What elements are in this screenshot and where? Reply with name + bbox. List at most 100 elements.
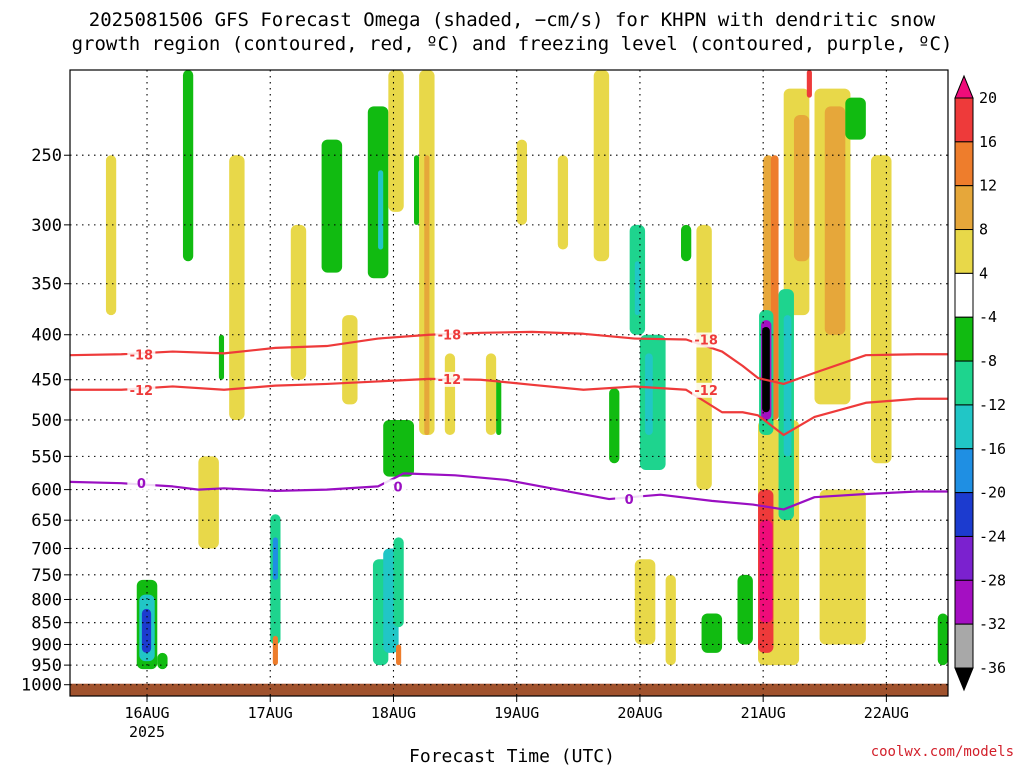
omega-cell bbox=[396, 644, 402, 666]
omega-cell bbox=[701, 613, 723, 653]
contour-line bbox=[70, 330, 948, 386]
colorbar-band bbox=[954, 360, 974, 406]
colorbar-label: -36 bbox=[979, 659, 1006, 677]
contour-label-bg bbox=[127, 382, 156, 398]
y-tick-label: 950 bbox=[31, 656, 62, 676]
y-tick-label: 700 bbox=[31, 539, 62, 559]
colorbar-band bbox=[954, 448, 974, 494]
contour-label: -12 bbox=[438, 373, 462, 388]
contour-label-bg bbox=[692, 332, 721, 348]
colorbar-label: -12 bbox=[979, 396, 1006, 414]
colorbar-label: 12 bbox=[979, 177, 997, 195]
watermark: coolwx.com/models bbox=[870, 744, 1014, 760]
omega-cell bbox=[824, 106, 846, 335]
contour-label-bg bbox=[435, 327, 464, 343]
omega-cell bbox=[557, 155, 569, 250]
omega-cell bbox=[634, 261, 640, 316]
omega-cell bbox=[321, 139, 343, 273]
colorbar-label: 4 bbox=[979, 264, 988, 282]
y-tick-label: 350 bbox=[31, 275, 62, 295]
omega-cell bbox=[783, 315, 792, 457]
contour-label-bg bbox=[127, 476, 156, 492]
omega-cell bbox=[516, 139, 527, 225]
x-tick-label: 18AUG bbox=[371, 704, 416, 722]
colorbar-label: -28 bbox=[979, 571, 1006, 589]
contour-label: -18 bbox=[694, 333, 718, 348]
y-tick-label: 650 bbox=[31, 511, 62, 531]
omega-cell bbox=[819, 489, 866, 645]
colorbar-band bbox=[954, 97, 974, 143]
omega-cell bbox=[485, 353, 497, 435]
omega-cell bbox=[218, 334, 225, 380]
omega-cell bbox=[424, 155, 430, 435]
contour-label-bg bbox=[435, 371, 464, 387]
colorbar-band bbox=[954, 141, 974, 187]
omega-cell bbox=[645, 353, 653, 435]
colorbar-band bbox=[954, 492, 974, 537]
y-tick-label: 250 bbox=[31, 146, 62, 166]
y-tick-label: 750 bbox=[31, 566, 62, 586]
contour-label: 0 bbox=[137, 477, 146, 492]
omega-cell bbox=[272, 537, 278, 580]
omega-cell bbox=[198, 456, 219, 549]
contour-label: 0 bbox=[394, 480, 403, 495]
ground-surface bbox=[70, 683, 948, 696]
contour-label: 0 bbox=[625, 493, 634, 508]
colorbar-label: -20 bbox=[979, 484, 1006, 502]
omega-cell bbox=[737, 574, 753, 645]
plot-frame bbox=[69, 69, 949, 697]
omega-cell bbox=[681, 224, 692, 262]
y-tick-label: 500 bbox=[31, 411, 62, 431]
x-tick-year: 2025 bbox=[129, 723, 165, 741]
omega-cell bbox=[290, 224, 307, 380]
omega-cell bbox=[414, 155, 420, 225]
omega-cell bbox=[496, 379, 502, 435]
x-tick-label: 16AUG bbox=[124, 704, 169, 722]
omega-cell bbox=[593, 70, 610, 262]
omega-cell bbox=[105, 155, 117, 316]
omega-cell bbox=[845, 97, 866, 140]
colorbar-label: -4 bbox=[979, 308, 997, 326]
colorbar: 20 16 12 8 4 -4 -8 -12 -16 -20 -24 -28 -32 -36 bbox=[954, 74, 1006, 692]
contour-label: -12 bbox=[694, 384, 718, 399]
contour-label-bg bbox=[384, 479, 413, 495]
omega-cell bbox=[272, 635, 278, 666]
omega-cell bbox=[937, 613, 948, 666]
omega-cell bbox=[870, 155, 892, 464]
colorbar-label: -16 bbox=[979, 440, 1006, 458]
colorbar-band bbox=[954, 579, 974, 625]
omega-cell bbox=[342, 315, 358, 405]
y-tick-label: 850 bbox=[31, 614, 62, 634]
omega-cell bbox=[762, 327, 770, 413]
colorbar-top-arrow bbox=[954, 74, 974, 99]
colorbar-label: 16 bbox=[979, 133, 997, 151]
omega-cell bbox=[141, 608, 152, 653]
omega-shading-layer bbox=[105, 70, 948, 670]
colorbar-band bbox=[954, 316, 974, 362]
omega-cell bbox=[182, 70, 194, 262]
contour-label-bg bbox=[615, 492, 644, 508]
contour-label-bg bbox=[127, 347, 156, 363]
colorbar-label: -24 bbox=[979, 527, 1006, 545]
colorbar-label: 20 bbox=[979, 89, 997, 107]
y-tick-label: 900 bbox=[31, 635, 62, 655]
colorbar-band bbox=[954, 185, 974, 231]
y-tick-label: 800 bbox=[31, 590, 62, 610]
omega-cell bbox=[229, 155, 245, 420]
y-tick-label: 450 bbox=[31, 371, 62, 391]
colorbar-band bbox=[954, 272, 974, 318]
y-tick-label: 600 bbox=[31, 481, 62, 501]
omega-cell bbox=[634, 559, 656, 645]
x-tick-label: 17AUG bbox=[248, 704, 293, 722]
contour-line bbox=[70, 377, 948, 437]
omega-cell bbox=[393, 537, 404, 628]
omega-cell bbox=[696, 224, 712, 490]
omega-cell bbox=[609, 388, 620, 464]
omega-cell bbox=[665, 574, 676, 666]
y-tick-label: 550 bbox=[31, 447, 62, 467]
colorbar-label: -8 bbox=[979, 352, 997, 370]
colorbar-label: 8 bbox=[979, 221, 988, 239]
colorbar-band bbox=[954, 404, 974, 450]
